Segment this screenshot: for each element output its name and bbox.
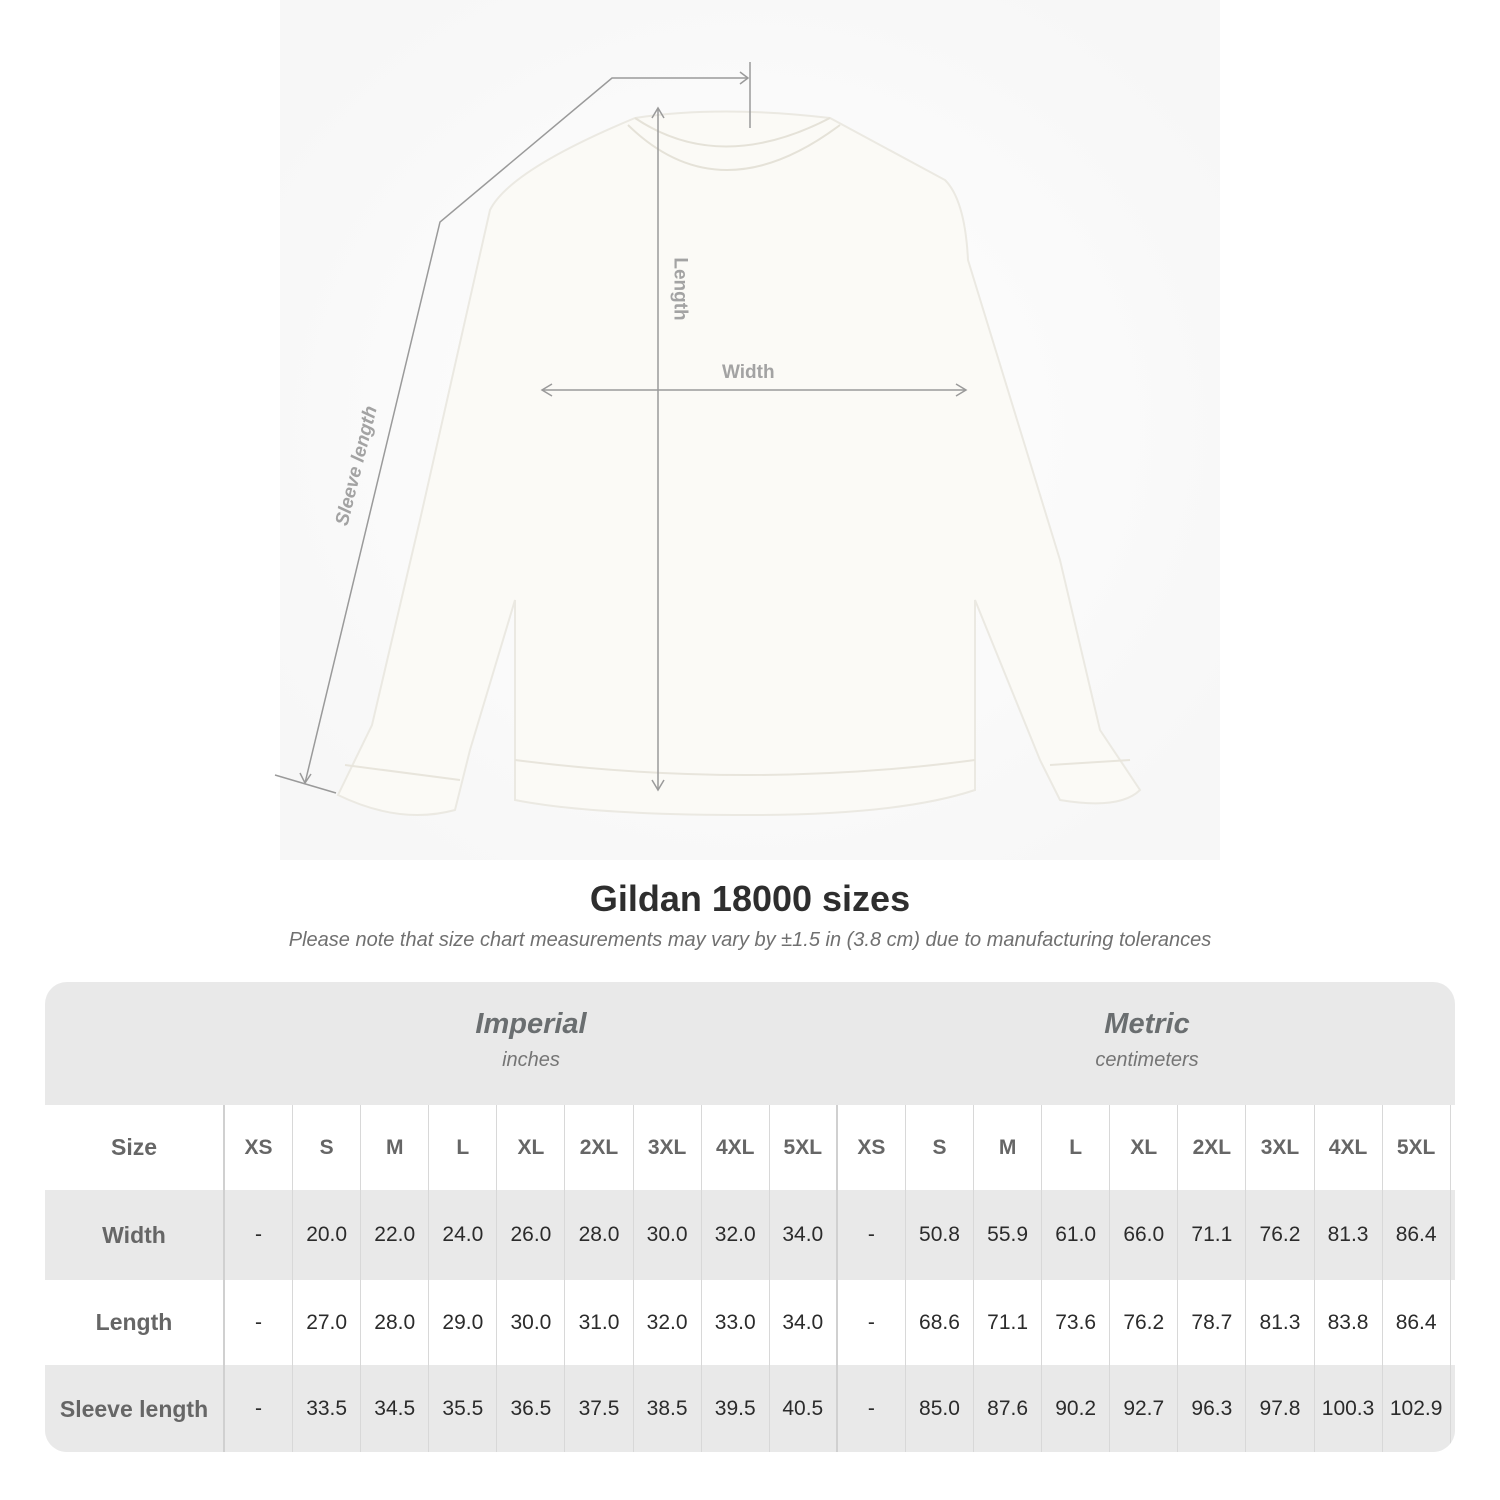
table-cell: 92.7 [1110,1365,1179,1452]
metric-unit: centimeters [1095,1049,1199,1071]
table-cell: 66.0 [1110,1190,1179,1280]
row-label: Width [45,1190,225,1280]
page-title: Gildan 18000 sizes [589,878,911,919]
table-cell: 87.6 [974,1365,1043,1452]
table-cell: 68.6 [906,1280,975,1365]
table-cell: XL [497,1105,566,1190]
table-cell: 81.3 [1246,1280,1315,1365]
table-cell: 20.0 [293,1190,362,1280]
length-label: Length [669,257,691,321]
table-cell: 2XL [565,1105,634,1190]
table-cell: M [974,1105,1043,1190]
sweatshirt-diagram [274,0,1220,860]
table-cell: - [838,1190,906,1280]
table-cell: 34.5 [361,1365,430,1452]
table-cell: 40.5 [770,1365,838,1452]
table-row: Length -27.0 28.0 29.0 30.0 31.0 32.0 33.0 34.0-… [45,1280,1455,1365]
table-cell: 61.0 [1042,1190,1111,1280]
table-cell: 29.0 [429,1280,498,1365]
table-cell: 34.0 [770,1280,838,1365]
table-cell: 24.0 [429,1190,498,1280]
table-cell: 31.0 [565,1280,634,1365]
table-cell: 30.0 [634,1190,702,1280]
table-cell: 71.1 [1178,1190,1247,1280]
table-cell: 102.9 [1383,1365,1451,1452]
table-cell: 81.3 [1315,1190,1383,1280]
table-cell: 5XL [770,1105,838,1190]
table-cell: 4XL [1315,1105,1383,1190]
table-cell: 76.2 [1246,1190,1315,1280]
table-cell: XS [838,1105,906,1190]
table-cell: 28.0 [565,1190,634,1280]
table-cell: 33.5 [293,1365,362,1452]
measurement-lines [274,62,968,794]
table-cell: 96.3 [1178,1365,1247,1452]
table-cell: - [225,1190,294,1280]
metric-header: Metric centimeters [839,982,1455,1105]
table-cell: 76.2 [1110,1280,1179,1365]
table-cell: 35.5 [429,1365,498,1452]
table-cell: 90.2 [1042,1365,1111,1452]
table-cell: 83.8 [1315,1280,1383,1365]
table-cell: 22.0 [361,1190,430,1280]
table-cell: 33.0 [702,1280,770,1365]
table-row: Width -20.0 22.0 24.0 26.0 28.0 30.0 32.0 34.0-5… [45,1190,1455,1280]
tolerance-note: Please note that size chart measurements… [288,929,1212,951]
table-cell: 32.0 [634,1280,702,1365]
table-cell: 86.4 [1383,1190,1451,1280]
table-cell: 38.5 [634,1365,702,1452]
size-table: Imperial inches Metric centimeters Size X… [45,982,1455,1452]
table-cell: 71.1 [974,1280,1043,1365]
table-cell: 28.0 [361,1280,430,1365]
table-cell: - [225,1280,294,1365]
imperial-title: Imperial [475,1008,587,1040]
imperial-unit: inches [502,1049,560,1071]
table-cell: M [361,1105,430,1190]
table-cell: 2XL [1178,1105,1247,1190]
width-label: Width [722,362,775,383]
table-cell: 85.0 [906,1365,975,1452]
table-cell: 39.5 [702,1365,770,1452]
table-cell: S [293,1105,362,1190]
table-cell: XL [1110,1105,1179,1190]
table-cell: 50.8 [906,1190,975,1280]
size-header-row: Size XS S M L XL 2XL 3XL 4XL 5XL XS S M L XL 2XL 3XL 4XL 5… [45,1105,1455,1190]
table-row: Sleeve length -33.5 34.5 35.5 36.5 37.5 38.5 39… [45,1365,1455,1452]
table-cell: 26.0 [497,1190,566,1280]
table-cell: - [838,1365,906,1452]
table-cell: 86.4 [1383,1280,1451,1365]
table-cell: 78.7 [1178,1280,1247,1365]
table-cell: 27.0 [293,1280,362,1365]
imperial-header: Imperial inches [225,982,837,1105]
row-label: Size [45,1105,225,1190]
table-cell: 55.9 [974,1190,1043,1280]
metric-title: Metric [1104,1008,1190,1040]
table-cell: 4XL [702,1105,770,1190]
table-cell: S [906,1105,975,1190]
table-cell: L [1042,1105,1111,1190]
table-cell: 5XL [1383,1105,1451,1190]
table-cell: 34.0 [770,1190,838,1280]
table-cell: 36.5 [497,1365,566,1452]
table-cell: 97.8 [1246,1365,1315,1452]
sweatshirt-image [336,110,1142,817]
table-cell: 100.3 [1315,1365,1383,1452]
table-cell: 30.0 [497,1280,566,1365]
table-cell: - [225,1365,294,1452]
table-cell: 73.6 [1042,1280,1111,1365]
table-cell: XS [225,1105,294,1190]
table-cell: 37.5 [565,1365,634,1452]
row-label: Sleeve length [45,1365,225,1452]
table-cell: 32.0 [702,1190,770,1280]
table-cell: 3XL [634,1105,702,1190]
table-cell: L [429,1105,498,1190]
table-cell: - [838,1280,906,1365]
table-cell: 3XL [1246,1105,1315,1190]
row-label: Length [45,1280,225,1365]
